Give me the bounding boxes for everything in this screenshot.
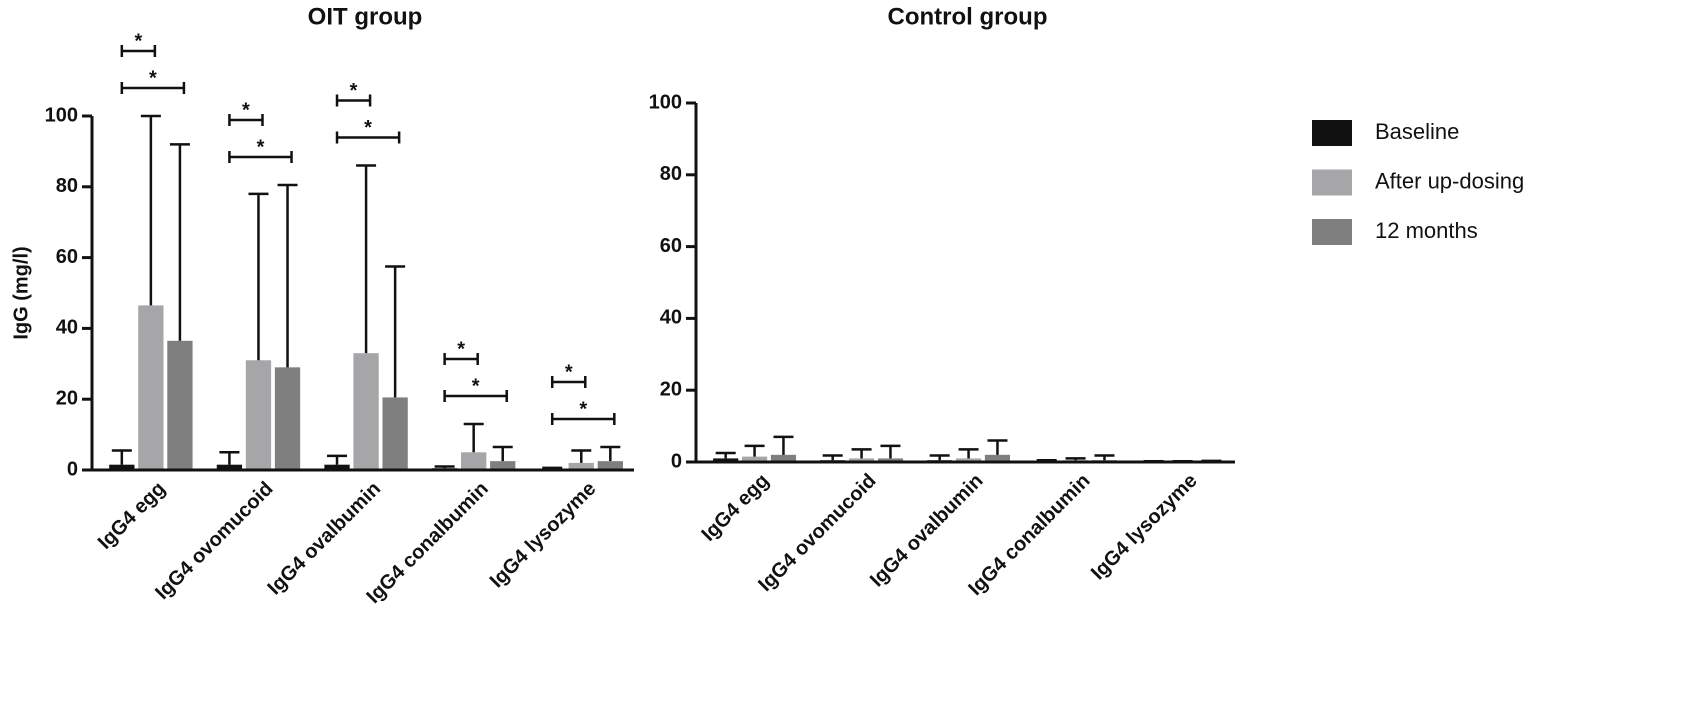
- error-bar: [492, 445, 513, 462]
- significance-bracket: [443, 352, 479, 365]
- legend-label: After up-dosing: [1375, 168, 1524, 193]
- bar: [770, 454, 797, 462]
- bar: [245, 360, 272, 470]
- x-tick-label: IgG4 ovalbumin: [866, 470, 988, 592]
- significance-bracket: [550, 375, 587, 388]
- significance-bracket: [335, 94, 372, 107]
- error-bar: [1065, 457, 1086, 461]
- legend-swatch: [1312, 120, 1352, 146]
- error-bar: [327, 454, 348, 465]
- error-bar: [169, 143, 190, 341]
- significance-label: *: [350, 80, 358, 102]
- y-tick-label: 20: [56, 387, 78, 409]
- significance-label: *: [579, 398, 587, 420]
- error-bar: [958, 448, 979, 459]
- significance-label: *: [149, 67, 157, 89]
- bar: [461, 452, 487, 470]
- bar: [741, 456, 768, 462]
- error-bar: [434, 465, 455, 469]
- legend-label: Baseline: [1375, 119, 1459, 144]
- legend-swatch: [1312, 219, 1352, 245]
- legend-label: 12 months: [1375, 218, 1478, 243]
- x-tick-label: IgG4 ovalbumin: [264, 478, 386, 600]
- bar: [274, 367, 301, 470]
- error-bar: [715, 451, 736, 459]
- significance-bracket: [443, 389, 508, 402]
- bar: [353, 353, 379, 470]
- bar: [138, 305, 164, 470]
- error-bar: [248, 192, 269, 361]
- error-bar: [929, 454, 950, 461]
- error-bar: [987, 439, 1008, 455]
- x-tick-label: IgG4 ovomucoid: [151, 478, 277, 604]
- error-bar: [822, 454, 843, 461]
- error-bar: [219, 451, 240, 465]
- bar: [490, 461, 516, 470]
- bar: [382, 397, 408, 470]
- y-tick-label: 0: [671, 450, 682, 472]
- significance-label: *: [364, 117, 372, 139]
- significance-bracket: [228, 114, 264, 127]
- bar: [713, 458, 739, 462]
- bar: [984, 454, 1011, 462]
- x-tick-label: IgG4 lysozyme: [486, 478, 601, 593]
- y-tick-label: 0: [67, 458, 78, 480]
- error-bar: [277, 183, 298, 368]
- significance-bracket: [228, 151, 293, 164]
- x-tick-label: IgG4 ovomucoid: [754, 470, 880, 596]
- significance-bracket: [120, 82, 186, 94]
- bar: [597, 461, 623, 470]
- significance-label: *: [134, 30, 142, 52]
- x-tick-label: IgG4 egg: [698, 470, 774, 546]
- x-tick-label: IgG4 lysozyme: [1087, 470, 1202, 585]
- significance-label: *: [242, 99, 250, 121]
- chart-title: Control group: [888, 3, 1048, 30]
- bar: [167, 340, 193, 470]
- error-bar: [463, 422, 484, 453]
- error-bar: [744, 444, 765, 457]
- x-tick-label: IgG4 conalbumin: [964, 470, 1094, 600]
- bar: [109, 464, 135, 470]
- y-tick-label: 60: [56, 246, 78, 268]
- error-bar: [385, 265, 406, 398]
- significance-bracket: [335, 131, 401, 144]
- error-bar: [356, 164, 377, 354]
- bar: [877, 458, 904, 462]
- y-tick-label: 20: [660, 378, 682, 400]
- error-bar: [571, 449, 592, 463]
- significance-label: *: [457, 338, 465, 360]
- error-bar: [1094, 454, 1115, 461]
- y-tick-label: 100: [649, 91, 682, 113]
- x-tick-label: IgG4 egg: [94, 478, 170, 554]
- chart-title: OIT group: [308, 3, 423, 30]
- bar: [568, 462, 594, 470]
- x-tick-label: IgG4 conalbumin: [362, 478, 492, 608]
- bar: [848, 458, 875, 462]
- significance-bracket: [550, 412, 616, 425]
- bar: [955, 458, 982, 462]
- error-bar: [111, 449, 132, 465]
- significance-bracket: [120, 45, 157, 57]
- significance-label: *: [472, 375, 480, 397]
- y-axis-label: IgG (mg/l): [10, 246, 32, 339]
- y-tick-label: 40: [660, 307, 682, 329]
- y-tick-label: 80: [56, 175, 78, 197]
- y-tick-label: 40: [56, 317, 78, 339]
- y-tick-label: 60: [660, 235, 682, 257]
- bar: [324, 464, 350, 470]
- error-bar: [600, 445, 621, 462]
- error-bar: [140, 114, 161, 306]
- bar: [216, 464, 243, 470]
- error-bar: [773, 435, 794, 455]
- error-bar: [880, 444, 901, 459]
- significance-label: *: [565, 361, 573, 383]
- error-bar: [851, 448, 872, 459]
- significance-label: *: [257, 136, 265, 158]
- legend-swatch: [1312, 169, 1352, 196]
- y-tick-label: 100: [45, 104, 78, 126]
- y-tick-label: 80: [660, 163, 682, 185]
